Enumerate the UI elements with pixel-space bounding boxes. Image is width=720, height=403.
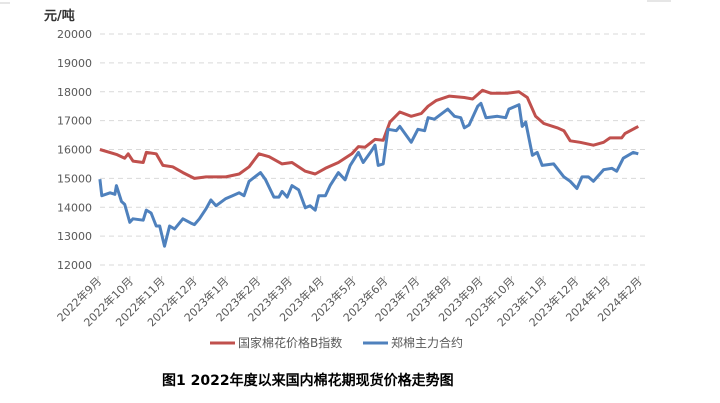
series-line-1 [98,101,639,248]
legend-label-1: 郑棉主力合约 [391,335,463,350]
y-axis-label: 元/吨 [44,8,75,24]
y-tick-label: 12000 [57,259,92,272]
y-tick-label: 19000 [57,57,92,70]
chart-title: 图1 2022年度以来国内棉花期现货价格走势图 [162,372,454,389]
y-tick-label: 17000 [57,115,92,128]
legend-label-0: 国家棉花价格B指数 [238,335,342,350]
y-tick-label: 13000 [57,230,92,243]
y-tick-label: 20000 [57,28,92,41]
y-tick-label: 18000 [57,86,92,99]
y-tick-label: 15000 [57,172,92,185]
y-tick-label: 16000 [57,144,92,157]
y-tick-label: 14000 [57,201,92,214]
series-line-0 [99,88,640,180]
